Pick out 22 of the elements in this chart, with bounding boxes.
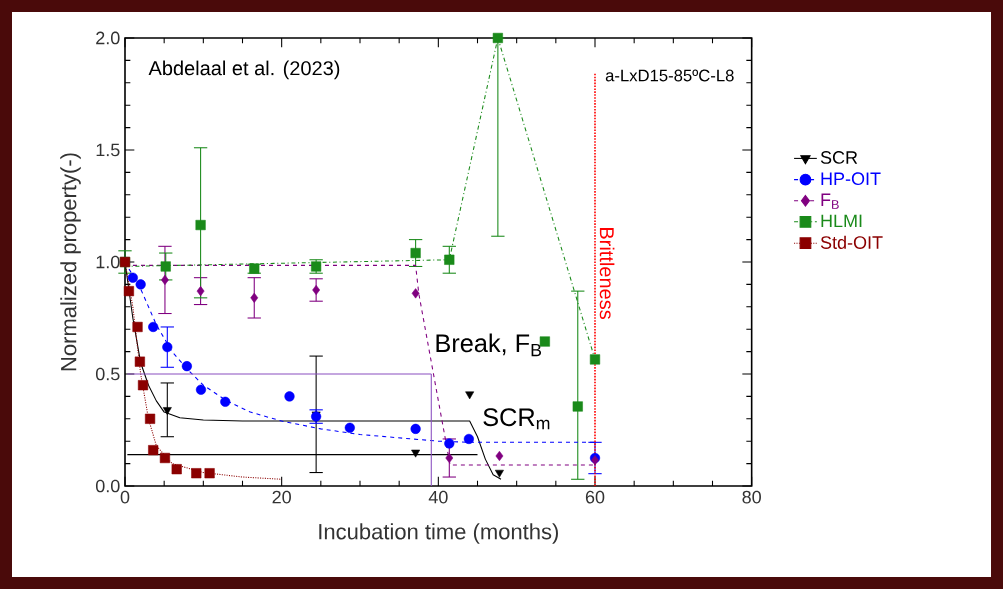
legend-label: Std-OIT [820, 235, 883, 249]
annotation: Break, F$_{B}$ [436, 333, 542, 357]
x-tick-label: 0 [120, 490, 130, 504]
y-tick-label: 2.0 [96, 31, 120, 45]
annotation: a-LxD15-85ºC-L8 [605, 69, 734, 82]
x-tick-label: 60 [585, 490, 605, 504]
x-axis-title: Incubation time (months) [319, 523, 558, 544]
annotation: Abdelaal et al. (2023) [148, 60, 340, 80]
x-tick-label: 80 [742, 490, 761, 504]
y-axis-title: Normalized property(-) [60, 153, 81, 371]
ref-line-label: Brittleness [599, 228, 615, 320]
y-tick-label: 0.5 [95, 367, 120, 381]
annotation: SCR$_{m}$ [483, 408, 550, 430]
y-tick-label: 0.0 [95, 479, 120, 493]
legend-label: F$_{B}$ [821, 193, 839, 209]
x-tick-label: 40 [428, 490, 448, 504]
legend-label: HLMI [821, 214, 862, 228]
legend-label: SCR [820, 151, 858, 164]
y-tick-label: 1.0 [96, 255, 120, 269]
y-tick-label: 1.5 [96, 143, 120, 157]
legend-label: HP-OIT [821, 172, 881, 186]
x-tick-label: 20 [272, 490, 291, 504]
